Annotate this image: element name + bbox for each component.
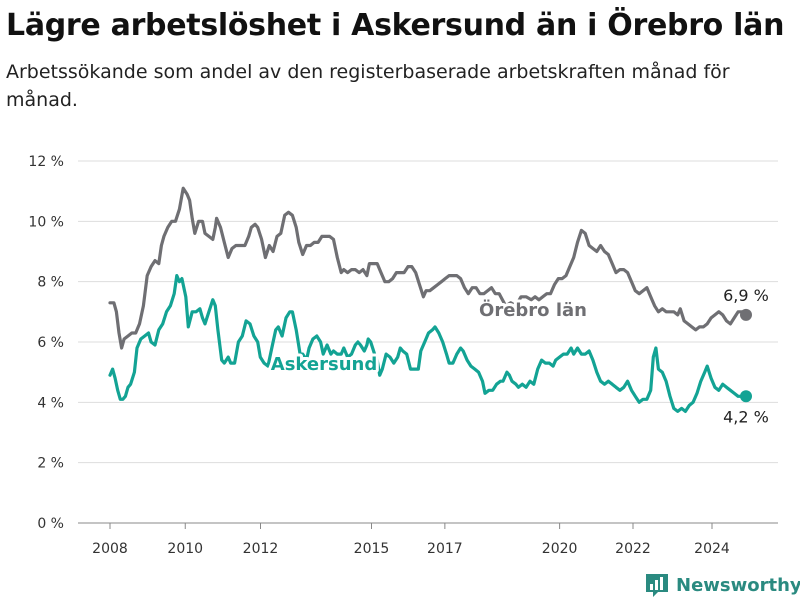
series-name-label: Örebro län (479, 299, 587, 321)
y-tick-label: 8 % (37, 275, 64, 291)
y-tick-label: 12 % (28, 154, 64, 170)
x-tick-label: 2010 (167, 541, 203, 557)
series-end-label: 6,9 % (723, 286, 769, 305)
x-tick-label: 2012 (243, 541, 279, 557)
series-name-halo: Örebro län (479, 299, 587, 321)
chart-title: Lägre arbetslöshet i Askersund än i Öreb… (6, 8, 785, 43)
series-name-halo: Askersund (271, 354, 377, 375)
series-end-point (740, 308, 752, 321)
series-line-orebro-lan (108, 186, 752, 350)
y-tick-label: 10 % (28, 214, 64, 230)
y-tick-label: 2 % (37, 456, 64, 472)
x-tick-label: 2017 (427, 541, 463, 557)
x-tick-label: 2020 (542, 541, 578, 557)
series-end-label: 4,2 % (723, 407, 769, 426)
x-tick-label: 2024 (694, 541, 730, 557)
y-tick-label: 0 % (37, 516, 64, 532)
x-tick-label: 2022 (615, 541, 651, 557)
bar-chart-logo-icon (646, 574, 668, 597)
y-tick-label: 4 % (37, 395, 64, 411)
series-end-point (740, 390, 752, 403)
x-tick-label: 2015 (354, 541, 390, 557)
series-name-label: Askersund (271, 354, 377, 375)
y-tick-label: 6 % (37, 335, 64, 351)
chart-subtitle: Arbetssökande som andel av den registerb… (6, 61, 730, 111)
brand-name: Newsworthy (676, 574, 800, 596)
newsworthy-logo: Newsworthy (644, 570, 800, 600)
x-tick-label: 2008 (92, 541, 128, 557)
series-line-askersund (108, 274, 744, 413)
